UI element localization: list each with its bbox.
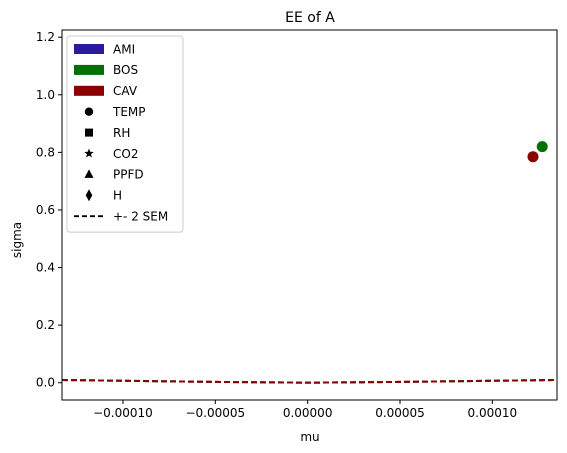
x-axis-label: mu [300,430,319,444]
square-marker-icon [85,129,93,137]
legend-label: CO2 [113,147,138,161]
x-tick-label: 0.00000 [283,406,333,420]
y-tick-label: 1.2 [36,30,55,44]
legend: AMI BOS CAV TEMP RH CO2 PPFD H +- 2 SEM [67,36,183,232]
y-tick-label: 0.2 [36,318,55,332]
y-tick-label: 1.0 [36,88,55,102]
x-tick-label: −0.00010 [93,406,153,420]
legend-swatch [74,44,104,54]
legend-label: PPFD [113,168,144,182]
y-tick-label: 0.8 [36,145,55,159]
y-tick-label: 0.4 [36,261,55,275]
y-tick-label: 0.0 [36,376,55,390]
point-bos-temp [537,141,548,152]
x-tick-label: 0.00005 [375,406,425,420]
x-tick-label: −0.00005 [185,406,245,420]
x-tick-label: 0.00010 [468,406,518,420]
legend-label: TEMP [112,105,146,119]
legend-swatch [74,86,104,96]
point-cav-temp [527,151,538,162]
legend-label: +- 2 SEM [113,210,168,224]
legend-label: CAV [113,84,138,98]
legend-label: RH [113,126,130,140]
x-axis-ticks: −0.00010 −0.00005 0.00000 0.00005 0.00010 [93,400,517,420]
y-axis-ticks: 0.0 0.2 0.4 0.6 0.8 1.0 1.2 [36,30,62,390]
chart-title: EE of A [285,10,335,26]
y-tick-label: 0.6 [36,203,55,217]
legend-swatch [74,65,104,75]
legend-label: BOS [113,63,138,77]
y-axis-label: sigma [10,222,24,258]
circle-marker-icon [85,108,93,116]
legend-label: H [113,189,122,203]
legend-label: AMI [113,42,135,56]
